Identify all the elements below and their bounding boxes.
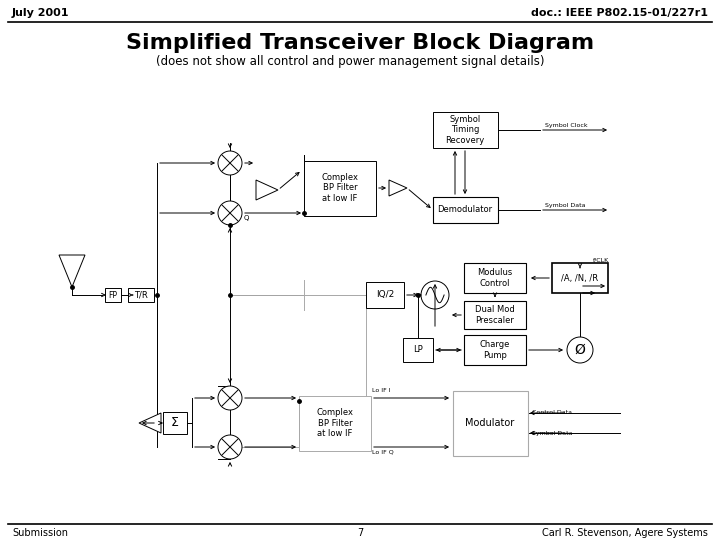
Bar	[304, 160, 376, 215]
Text: Symbol Clock: Symbol Clock	[545, 123, 588, 127]
Text: Symbol Data: Symbol Data	[545, 202, 585, 207]
Text: Symbol Data: Symbol Data	[532, 430, 572, 435]
Text: T/R: T/R	[134, 291, 148, 300]
Circle shape	[567, 337, 593, 363]
Circle shape	[218, 386, 242, 410]
Bar	[464, 301, 526, 329]
Circle shape	[218, 151, 242, 175]
Text: Modulus
Control: Modulus Control	[477, 268, 513, 288]
Text: 7: 7	[357, 528, 363, 538]
Text: IQ/2: IQ/2	[376, 291, 394, 300]
Text: Complex
BP Filter
at low IF: Complex BP Filter at low IF	[322, 173, 359, 203]
Text: Symbol
Timing
Recovery: Symbol Timing Recovery	[446, 115, 485, 145]
Text: Dual Mod
Prescaler: Dual Mod Prescaler	[475, 305, 515, 325]
Text: Q: Q	[244, 215, 249, 221]
Text: July 2001: July 2001	[12, 8, 70, 18]
Polygon shape	[389, 180, 407, 196]
Text: f/CLK: f/CLK	[593, 258, 609, 262]
Text: Lo IF Q: Lo IF Q	[372, 450, 394, 455]
Text: LP: LP	[413, 346, 423, 354]
Text: (does not show all control and power management signal details): (does not show all control and power man…	[156, 55, 544, 68]
Text: Lo IF I: Lo IF I	[372, 388, 391, 393]
Bar	[128, 288, 154, 302]
Text: doc.: IEEE P802.15-01/227r1: doc.: IEEE P802.15-01/227r1	[531, 8, 708, 18]
Text: Charge
Pump: Charge Pump	[480, 340, 510, 360]
Bar	[366, 282, 404, 308]
Text: FP: FP	[109, 291, 117, 300]
Text: Control Data: Control Data	[532, 410, 572, 415]
Bar	[464, 263, 526, 293]
Bar	[403, 338, 433, 362]
Text: Σ: Σ	[171, 416, 179, 429]
Text: Demodulator: Demodulator	[438, 206, 492, 214]
Text: Submission: Submission	[12, 528, 68, 538]
Text: Simplified Transceiver Block Diagram: Simplified Transceiver Block Diagram	[126, 33, 594, 53]
Text: Carl R. Stevenson, Agere Systems: Carl R. Stevenson, Agere Systems	[542, 528, 708, 538]
Polygon shape	[139, 413, 161, 433]
Circle shape	[218, 435, 242, 459]
Text: /A, /N, /R: /A, /N, /R	[562, 273, 598, 282]
Bar	[464, 335, 526, 365]
Text: Ø: Ø	[575, 343, 585, 357]
Text: Complex
BP Filter
at low IF: Complex BP Filter at low IF	[317, 408, 354, 438]
Circle shape	[218, 201, 242, 225]
Bar	[552, 263, 608, 293]
Bar	[433, 197, 498, 223]
Bar	[105, 288, 121, 302]
Circle shape	[421, 281, 449, 309]
Polygon shape	[59, 255, 85, 287]
Bar	[163, 412, 187, 434]
Bar	[433, 112, 498, 148]
Polygon shape	[256, 180, 278, 200]
Text: Modulator: Modulator	[465, 418, 515, 428]
Bar	[299, 395, 371, 450]
Bar	[452, 390, 528, 456]
